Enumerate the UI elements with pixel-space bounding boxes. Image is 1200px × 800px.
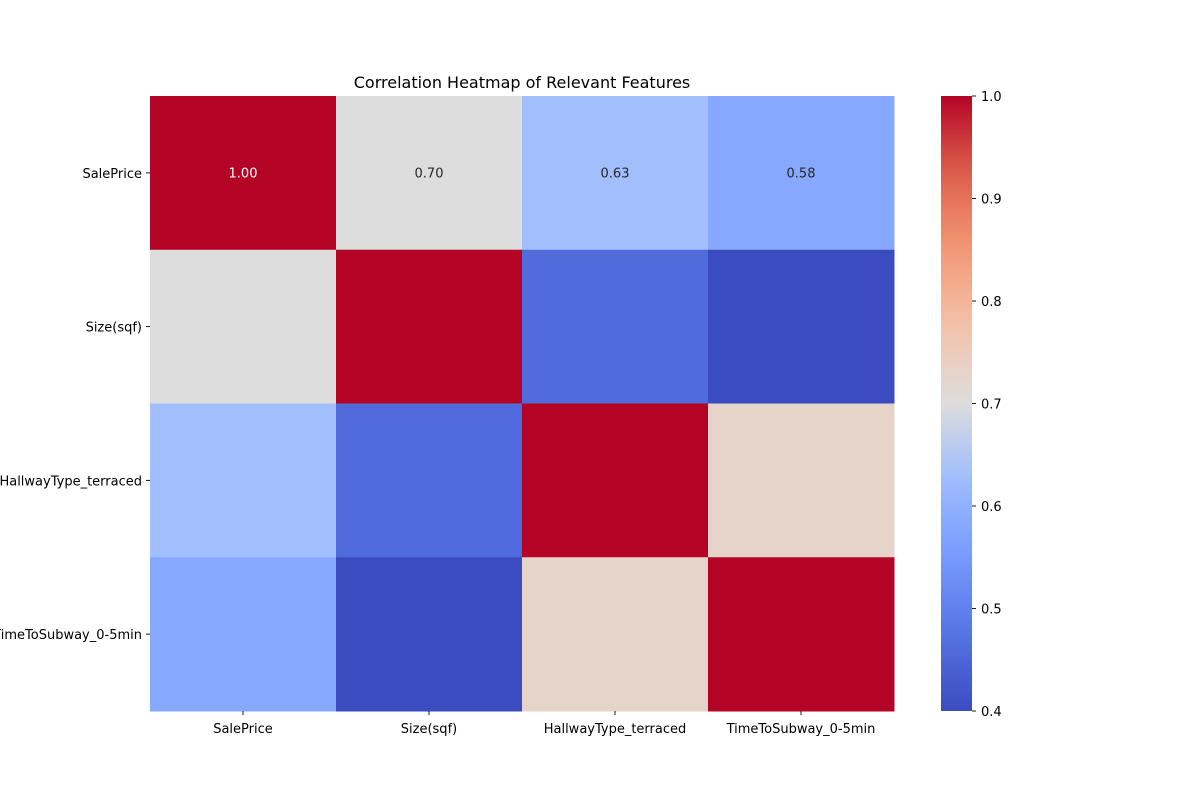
colorbar-tick-label: 0.5 <box>981 603 1002 618</box>
heatmap-cell <box>522 96 709 251</box>
x-tick-label: Size(sqf) <box>401 722 457 737</box>
cell-value-label: 1.00 <box>229 166 258 181</box>
heatmap-cell <box>150 403 337 558</box>
heatmap-cell <box>708 96 895 251</box>
colorbar-tick-label: 1.0 <box>981 90 1002 105</box>
colorbar-tick-label: 0.7 <box>981 398 1002 413</box>
chart-title: Correlation Heatmap of Relevant Features <box>354 73 691 92</box>
y-axis: SalePrice Size(sqf) HallwayType_terraced Ti… <box>0 167 150 643</box>
x-tick-label: TimeToSubway_0-5min <box>726 722 876 737</box>
heatmap-cell <box>522 403 709 558</box>
heatmap-cell <box>708 249 895 404</box>
heatmap-cell <box>336 403 523 558</box>
heatmap-cell <box>336 557 523 712</box>
heatmap-cell <box>150 249 337 404</box>
colorbar-tick-label: 0.4 <box>981 705 1002 720</box>
heatmap-cell <box>708 403 895 558</box>
colorbar-axis: 0.4 0.5 0.6 0.7 0.8 0.9 1.0 <box>972 90 1002 720</box>
y-tick-label: TimeToSubway_0-5min <box>0 628 142 643</box>
x-tick-label: HallwayType_terraced <box>544 722 687 737</box>
y-tick-label: SalePrice <box>82 167 142 182</box>
colorbar <box>941 96 972 711</box>
heatmap-cell <box>150 557 337 712</box>
cell-value-label: 0.70 <box>415 166 444 181</box>
x-axis: SalePrice Size(sqf) HallwayType_terraced Ti… <box>213 711 875 737</box>
heatmap-cell <box>336 96 523 251</box>
colorbar-tick-label: 0.6 <box>981 500 1002 515</box>
x-tick-label: SalePrice <box>213 722 273 737</box>
y-tick-label: Size(sqf) <box>86 321 142 336</box>
colorbar-tick-label: 0.9 <box>981 193 1002 208</box>
colorbar-tick-label: 0.8 <box>981 295 1002 310</box>
heatmap-cell <box>522 249 709 404</box>
heatmap-cell <box>150 96 337 251</box>
heatmap-cell <box>522 557 709 712</box>
heatmap-cell <box>336 249 523 404</box>
heatmap-cells <box>150 96 895 712</box>
cell-value-label: 0.63 <box>601 166 630 181</box>
y-tick-label: HallwayType_terraced <box>0 474 142 489</box>
cell-annotations: 1.00 0.70 0.63 0.58 <box>229 166 816 181</box>
heatmap-cell <box>708 557 895 712</box>
cell-value-label: 0.58 <box>787 166 816 181</box>
